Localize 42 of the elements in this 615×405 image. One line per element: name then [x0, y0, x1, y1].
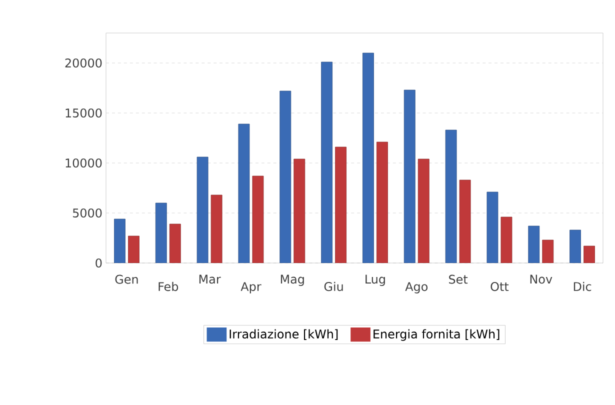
bar: [294, 158, 306, 263]
bar: [252, 176, 264, 263]
bar: [584, 246, 595, 263]
x-tick-label: Apr: [240, 282, 262, 294]
bar: [321, 62, 332, 263]
x-tick-label: Feb: [158, 282, 178, 292]
bar: [210, 194, 222, 263]
y-tick-label: 20000: [65, 58, 102, 68]
bar: [418, 158, 430, 263]
x-tick-label: Mag: [280, 274, 304, 286]
x-tick-label: Gen: [115, 274, 138, 284]
y-tick-label: 5000: [72, 208, 102, 218]
bar: [335, 146, 346, 263]
bar: [528, 226, 540, 263]
bar: [570, 230, 581, 263]
bar: [128, 236, 140, 263]
bar: [114, 218, 126, 263]
x-tick-label: Ott: [490, 282, 509, 292]
bar: [155, 202, 167, 263]
bar: [445, 130, 457, 263]
legend-label: Irradiazione [kWh]: [230, 329, 338, 340]
bar: [486, 192, 498, 263]
y-tick-label: 10000: [66, 158, 102, 168]
bar: [169, 224, 181, 263]
bar: [404, 90, 416, 263]
x-tick-label: Mar: [199, 274, 221, 284]
bar: [280, 90, 292, 263]
bar: [459, 180, 471, 263]
x-tick-label: Giu: [324, 282, 343, 292]
bar: [196, 156, 208, 263]
x-tick-label: Dic: [574, 282, 592, 292]
y-tick-label: 15000: [66, 108, 102, 118]
bar: [362, 52, 374, 263]
legend-label: Energia fornita [kWh]: [374, 329, 500, 341]
bar: [542, 240, 554, 263]
bar: [238, 124, 250, 263]
x-tick-label: Ago: [405, 282, 428, 294]
x-tick-label: Set: [449, 274, 468, 284]
bar: [376, 142, 388, 263]
x-tick-label: Nov: [530, 274, 552, 284]
x-tick-label: Lug: [366, 274, 385, 286]
y-tick-label: 0: [96, 258, 102, 268]
